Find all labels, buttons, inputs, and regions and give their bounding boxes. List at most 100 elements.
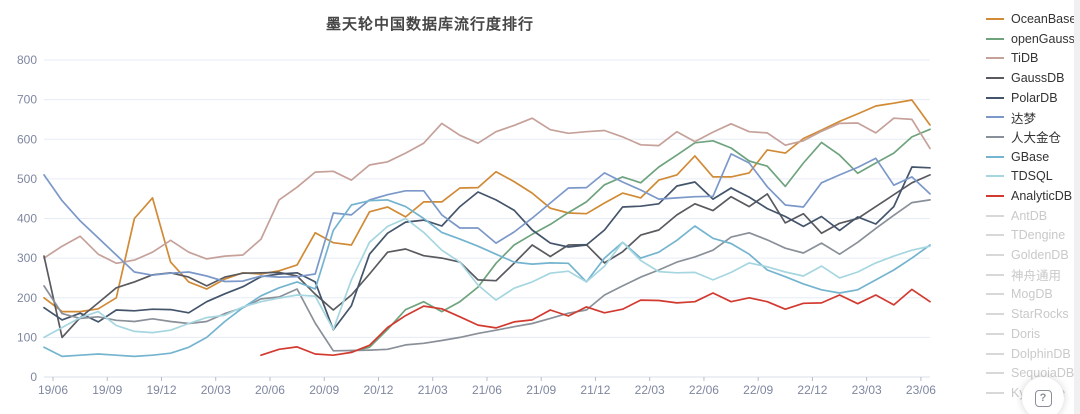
series-line-达梦 — [43, 153, 931, 283]
legend-item-达梦[interactable]: 达梦 — [986, 107, 1078, 127]
x-axis-label: 21/12 — [580, 383, 610, 397]
x-axis-label: 21/03 — [418, 383, 448, 397]
legend-item-label: GBase — [1011, 149, 1050, 164]
legend-item-label: 达梦 — [1011, 111, 1037, 126]
legend-line-swatch — [986, 391, 1004, 394]
legend-item-神舟通用[interactable]: 神舟通用 — [986, 265, 1078, 285]
legend-item-label: 神舟通用 — [1011, 269, 1062, 284]
legend-item-label: AntDB — [1011, 208, 1048, 223]
chart-title: 墨天轮中国数据库流行度排行 — [325, 16, 534, 33]
y-axis-label: 100 — [17, 330, 37, 344]
y-axis-label: 500 — [17, 172, 37, 186]
legend-item-TDengine[interactable]: TDengine — [986, 226, 1078, 246]
legend-line-swatch — [986, 214, 1004, 217]
question-mark-icon: ? — [1034, 389, 1052, 407]
series-line-AnalyticDB — [260, 288, 931, 357]
legend-item-DolphinDB[interactable]: DolphinDB — [986, 344, 1078, 364]
legend-item-label: AnalyticDB — [1011, 189, 1073, 204]
legend-item-label: OceanBase — [1011, 11, 1077, 26]
legend-item-label: GoldenDB — [1011, 248, 1069, 263]
legend-line-swatch — [986, 273, 1004, 276]
legend-item-openGauss[interactable]: openGauss — [986, 29, 1078, 49]
legend-line-swatch — [986, 116, 1004, 119]
series-line-TiDB — [43, 117, 931, 265]
legend-item-GaussDB[interactable]: GaussDB — [986, 68, 1078, 88]
legend-item-OceanBase[interactable]: OceanBase — [986, 9, 1078, 29]
x-axis-label: 21/09 — [526, 383, 556, 397]
legend-line-swatch — [986, 37, 1004, 40]
y-axis-label: 0 — [30, 370, 37, 384]
series-line-openGauss — [350, 128, 931, 353]
x-axis-label: 22/03 — [635, 383, 665, 397]
y-axis-label: 300 — [17, 251, 37, 265]
legend-item-label: GaussDB — [1011, 70, 1065, 85]
legend-item-GoldenDB[interactable]: GoldenDB — [986, 245, 1078, 265]
x-axis-label: 20/03 — [201, 383, 231, 397]
legend-line-swatch — [986, 96, 1004, 99]
legend-item-label: TDSQL — [1011, 169, 1053, 184]
x-axis-label: 19/09 — [92, 383, 122, 397]
x-axis-label: 23/06 — [906, 383, 936, 397]
series-line-TDSQL — [43, 217, 931, 339]
legend-line-swatch — [986, 195, 1004, 198]
x-axis-label: 22/06 — [689, 383, 719, 397]
legend-line-swatch — [986, 313, 1004, 316]
x-axis-label: 19/06 — [38, 383, 68, 397]
y-axis-label: 200 — [17, 291, 37, 305]
y-axis-label: 700 — [17, 93, 37, 107]
legend-item-TiDB[interactable]: TiDB — [986, 48, 1078, 68]
page-scrollbar-track[interactable] — [1074, 0, 1080, 414]
legend-item-label: DolphinDB — [1011, 346, 1071, 361]
x-axis-label: 22/09 — [743, 383, 773, 397]
x-axis-label: 20/06 — [255, 383, 285, 397]
legend-line-swatch — [986, 76, 1004, 79]
legend-item-PolarDB[interactable]: PolarDB — [986, 88, 1078, 108]
x-axis-label: 20/09 — [309, 383, 339, 397]
legend-item-MogDB[interactable]: MogDB — [986, 285, 1078, 305]
chart-legend: OceanBase openGauss TiDB GaussDB PolarDB 达梦人大… — [986, 9, 1078, 403]
legend-line-swatch — [986, 254, 1004, 257]
legend-item-AnalyticDB[interactable]: AnalyticDB — [986, 186, 1078, 206]
legend-item-label: StarRocks — [1011, 307, 1069, 322]
legend-item-label: openGauss — [1011, 31, 1075, 46]
series-line-OceanBase — [43, 99, 931, 313]
legend-item-GBase[interactable]: GBase — [986, 147, 1078, 167]
legend-item-TDSQL[interactable]: TDSQL — [986, 167, 1078, 187]
legend-item-label: Doris — [1011, 326, 1041, 341]
series-line-PolarDB — [43, 166, 931, 331]
legend-line-swatch — [986, 293, 1004, 296]
legend-line-swatch — [986, 135, 1004, 138]
y-axis-label: 600 — [17, 132, 37, 146]
legend-line-swatch — [986, 155, 1004, 158]
legend-line-swatch — [986, 57, 1004, 60]
legend-item-label: SequoiaDB — [1011, 366, 1075, 381]
legend-item-label: TiDB — [1011, 51, 1039, 66]
x-axis-label: 23/03 — [852, 383, 882, 397]
legend-line-swatch — [986, 234, 1004, 237]
x-axis-label: 20/12 — [363, 383, 393, 397]
x-axis-label: 21/06 — [472, 383, 502, 397]
legend-line-swatch — [986, 17, 1004, 20]
x-axis-label: 22/12 — [797, 383, 827, 397]
legend-line-swatch — [986, 332, 1004, 335]
legend-line-swatch — [986, 372, 1004, 375]
legend-item-SequoiaDB[interactable]: SequoiaDB — [986, 363, 1078, 383]
x-axis-label: 19/12 — [146, 383, 176, 397]
series-line-GBase — [43, 199, 931, 358]
legend-item-label: PolarDB — [1011, 90, 1058, 105]
legend-item-StarRocks[interactable]: StarRocks — [986, 304, 1078, 324]
legend-item-label: 人大金仓 — [1011, 131, 1062, 146]
legend-item-label: MogDB — [1011, 287, 1053, 302]
legend-item-Doris[interactable]: Doris — [986, 324, 1078, 344]
legend-item-人大金仓[interactable]: 人大金仓 — [986, 127, 1078, 147]
legend-item-AntDB[interactable]: AntDB — [986, 206, 1078, 226]
series-line-GaussDB — [43, 174, 931, 339]
legend-line-swatch — [986, 175, 1004, 178]
legend-line-swatch — [986, 352, 1004, 355]
help-button[interactable]: ? — [1022, 377, 1064, 414]
legend-item-label: TDengine — [1011, 228, 1066, 243]
y-axis-label: 800 — [17, 53, 37, 67]
y-axis-label: 400 — [17, 212, 37, 226]
